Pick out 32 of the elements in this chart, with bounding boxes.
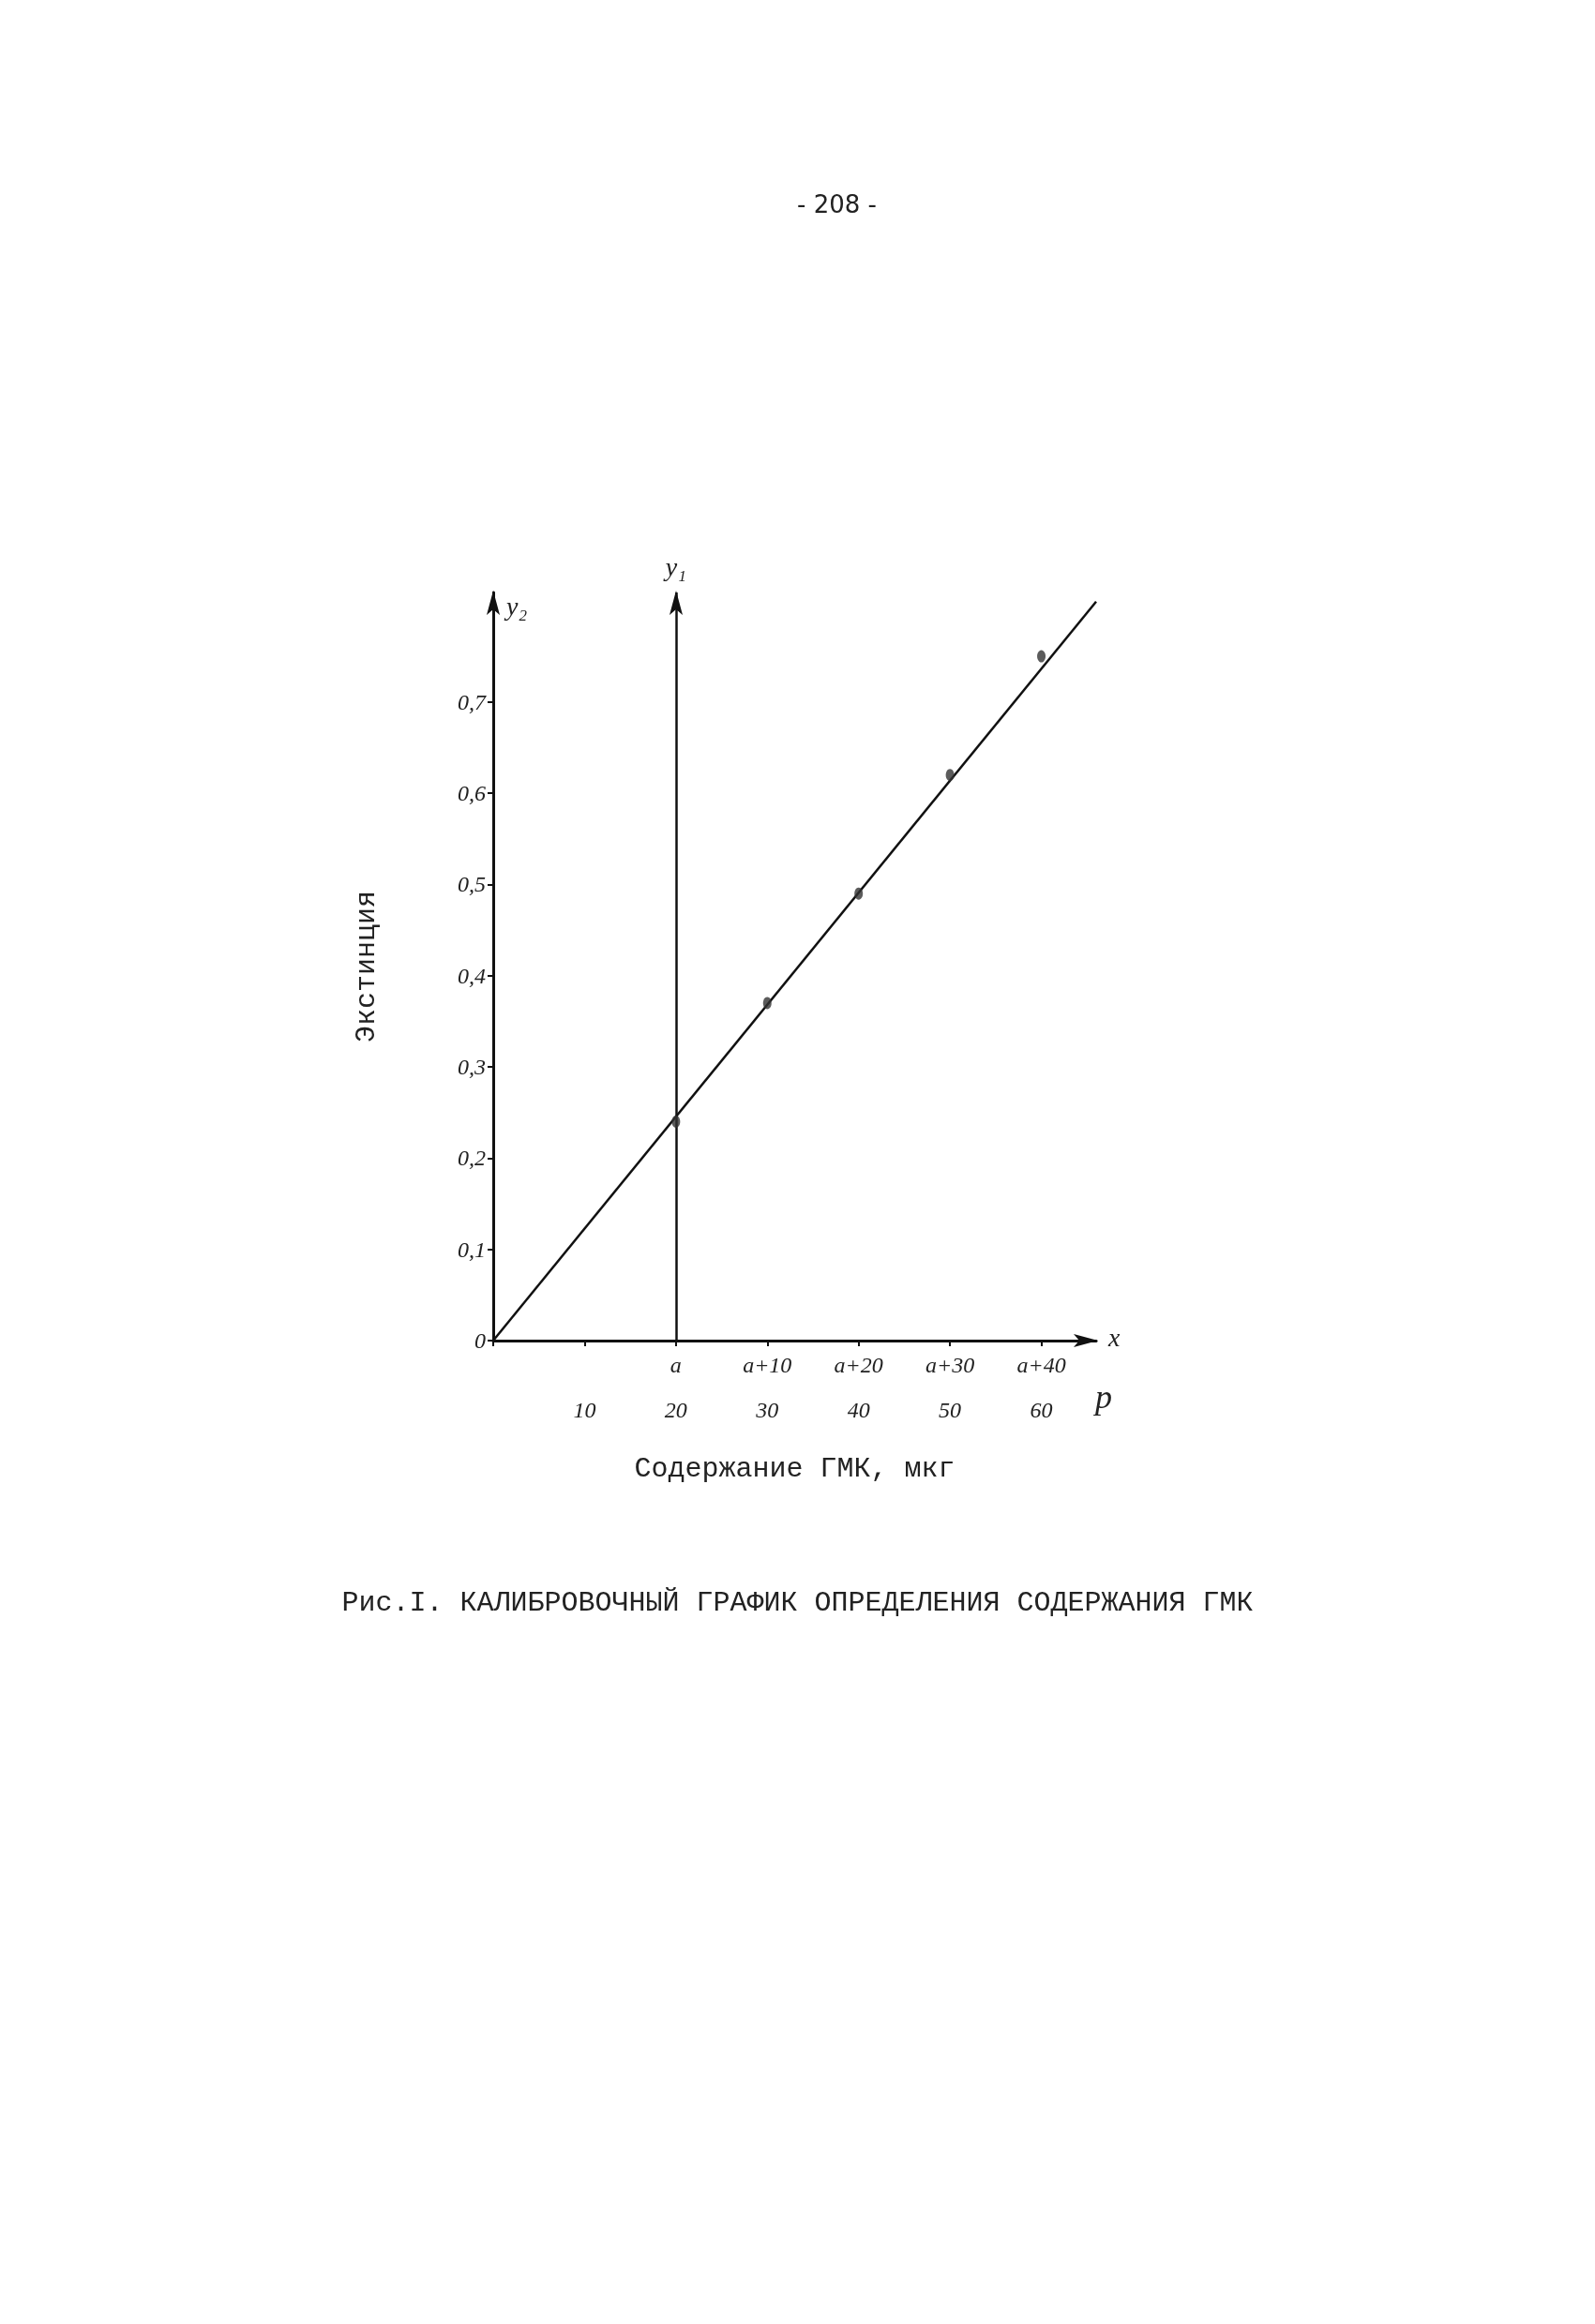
text: a+40 [1016, 1353, 1066, 1377]
x-tick-label: 50 [939, 1398, 962, 1422]
x-tick-label: 10 [573, 1398, 596, 1422]
x-tick-label: 40 [847, 1398, 870, 1422]
text: Рис.I. КАЛИБРОВОЧНЫЙ ГРАФИК ОПРЕДЕЛЕНИЯ СОДЕРЖАНИЯ ГМК [341, 1587, 1254, 1619]
text: p [1092, 1378, 1112, 1416]
y-axis-title: Экстинция [351, 890, 383, 1043]
y-tick-label: 0,3 [458, 1055, 486, 1080]
text: a+10 [743, 1353, 792, 1377]
text: x [1107, 1322, 1121, 1352]
point [1037, 650, 1046, 663]
annotation: y₂ [504, 591, 528, 621]
ref-line-label: y₁ [662, 551, 686, 581]
x-tick-label: 20 [664, 1398, 687, 1422]
y-tick-label: 0,5 [458, 872, 486, 897]
point [945, 769, 955, 782]
text: a+20 [834, 1353, 883, 1377]
x-axis-title: Содержание ГМК, мкг [634, 1453, 955, 1485]
x-tick-label: 30 [755, 1398, 779, 1422]
point [854, 887, 864, 900]
y-tick-label: 0,2 [458, 1146, 486, 1171]
y-tick-label: 0,6 [458, 781, 486, 806]
y-tick-label: 0 [474, 1328, 486, 1353]
y-tick-label: 0,1 [458, 1237, 486, 1262]
y-tick-label: 0,4 [458, 963, 486, 988]
y-tick-label: 0,7 [458, 689, 487, 714]
point [762, 997, 772, 1010]
text: a+30 [925, 1353, 975, 1377]
text: a [670, 1353, 682, 1377]
x-tick-label: 60 [1030, 1398, 1053, 1422]
text: - 208 - [797, 190, 877, 218]
point [671, 1115, 681, 1128]
